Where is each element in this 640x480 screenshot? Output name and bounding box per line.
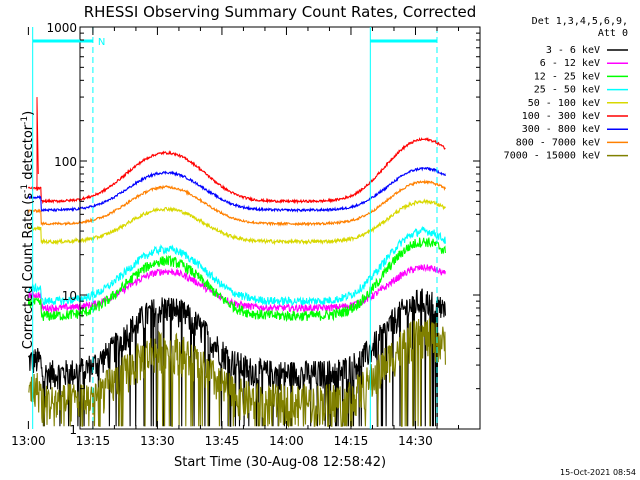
y-axis-label-exp2: -1 — [20, 116, 30, 125]
plot-frame — [79, 26, 481, 430]
chart-title: RHESSI Observing Summary Count Rates, Co… — [84, 3, 477, 21]
x-tick-label: 14:00 — [269, 434, 304, 448]
x-tick-label: 13:00 — [11, 434, 46, 448]
x-axis-label: Start Time (30-Aug-08 12:58:42) — [174, 455, 386, 470]
generated-timestamp: 15-Oct-2021 08:54 — [560, 468, 636, 477]
series-line-3 — [28, 225, 446, 307]
series-line-0 — [27, 288, 446, 427]
x-tick-label: 13:30 — [140, 434, 175, 448]
series-line-6 — [28, 166, 446, 213]
legend-header: Att 0 — [598, 28, 628, 39]
y-axis-label-exp1: -1 — [20, 184, 30, 193]
legend-label: 100 - 300 keV — [522, 111, 600, 122]
y-tick-label: 10 — [62, 289, 77, 303]
series-line-5 — [27, 137, 446, 205]
interval-label: N — [98, 37, 105, 48]
legend-label: 12 - 25 keV — [534, 71, 600, 82]
series-line-4 — [28, 198, 446, 246]
x-axis: 13:00 13:15 13:30 13:45 14:00 14:15 14:30 — [11, 27, 459, 448]
y-axis-label-part1: Corrected Count Rate (s — [21, 193, 36, 350]
legend-label: 800 - 7000 keV — [516, 137, 600, 148]
y-axis: 1 10 100 1000 — [46, 21, 480, 437]
x-tick-label: 13:15 — [76, 434, 111, 448]
legend-label: 50 - 100 keV — [528, 98, 600, 109]
legend-label: 7000 - 15000 keV — [504, 151, 600, 162]
legend-label: 25 - 50 keV — [534, 85, 600, 96]
legend: Det 1,3,4,5,6,9,Att 0 3 - 6 keV 6 - 12 keV… — [504, 16, 628, 162]
plot-area — [27, 97, 446, 429]
x-tick-label: 14:30 — [398, 434, 433, 448]
y-axis-label-part2: detector — [21, 124, 36, 184]
y-axis-label: Corrected Count Rate (s-1 detector-1) — [20, 111, 36, 349]
x-tick-label: 13:45 — [205, 434, 240, 448]
series-line-7 — [27, 178, 446, 227]
x-tick-label: 14:15 — [334, 434, 369, 448]
legend-label: 300 - 800 keV — [522, 124, 600, 135]
legend-header: Det 1,3,4,5,6,9, — [532, 16, 628, 27]
series-line-8 — [28, 318, 446, 429]
series-spike — [36, 97, 39, 191]
annotation-layer: N — [32, 27, 438, 429]
legend-label: 6 - 12 keV — [540, 58, 600, 69]
y-tick-label: 100 — [54, 155, 77, 169]
y-axis-label-part3: ) — [21, 111, 36, 116]
series-line-2 — [27, 237, 446, 323]
y-tick-label: 1 — [69, 423, 77, 437]
legend-label: 3 - 6 keV — [546, 45, 600, 56]
y-tick-label: 1000 — [46, 21, 77, 35]
